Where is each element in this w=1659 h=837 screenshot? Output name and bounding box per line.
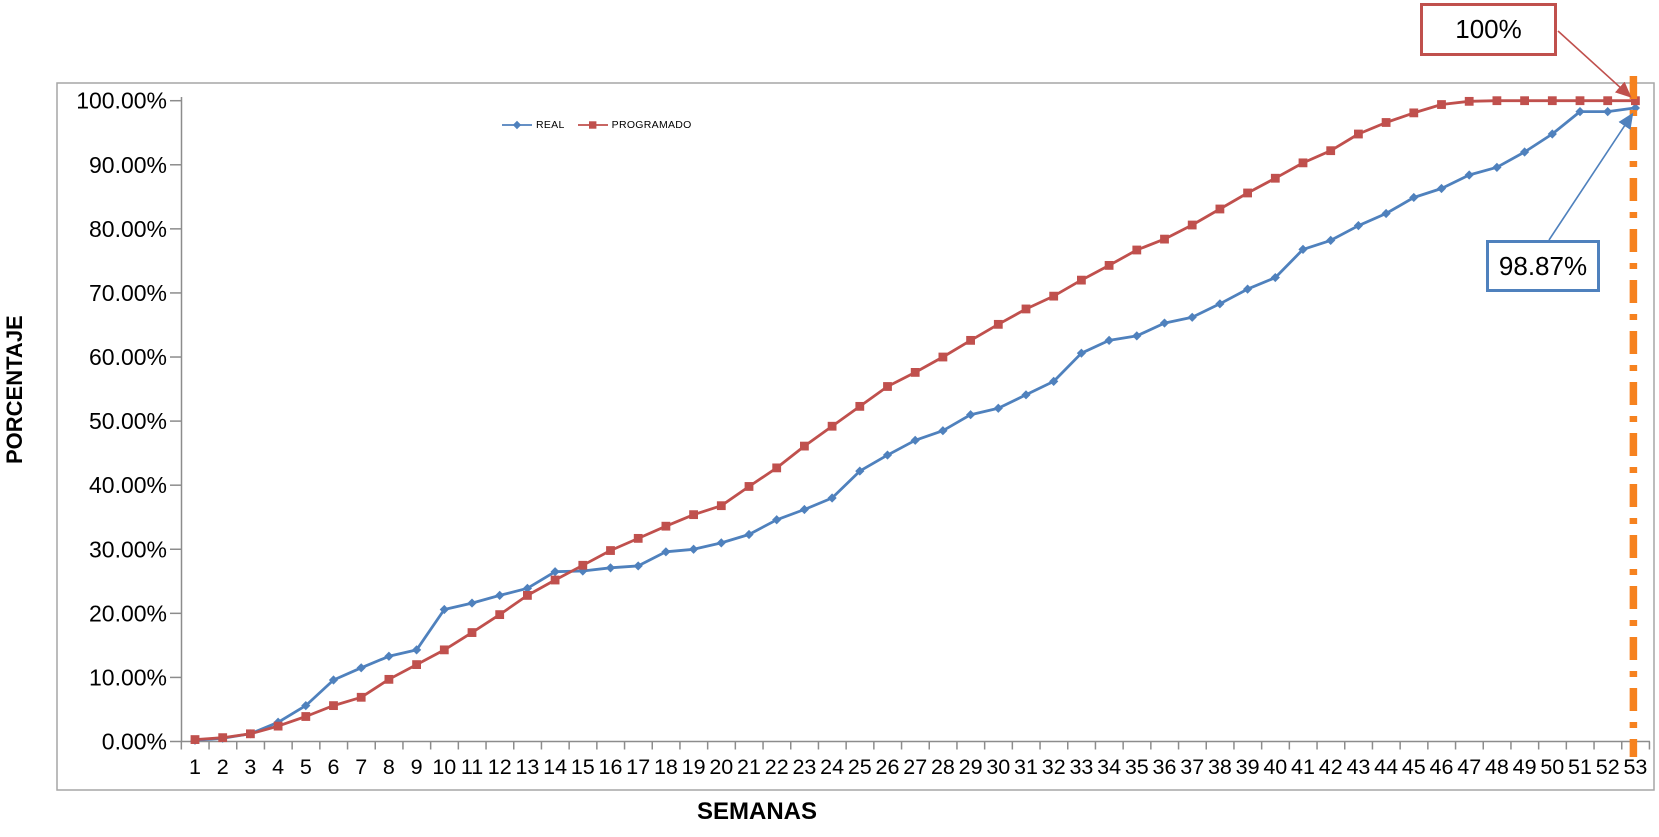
svg-text:10: 10	[432, 755, 456, 779]
svg-text:6: 6	[328, 755, 340, 779]
x-axis-title: SEMANAS	[696, 798, 817, 825]
svg-text:40: 40	[1263, 755, 1287, 779]
legend-label-programado: PROGRAMADO	[611, 119, 692, 131]
series-real-line	[194, 106, 1636, 742]
svg-text:41: 41	[1291, 755, 1315, 779]
svg-text:50: 50	[1540, 755, 1564, 779]
svg-text:2: 2	[217, 755, 229, 779]
svg-text:35: 35	[1125, 755, 1149, 779]
svg-text:43: 43	[1346, 755, 1370, 779]
legend-marker-real-icon	[502, 120, 532, 130]
svg-text:27: 27	[903, 755, 927, 779]
svg-text:90.00%: 90.00%	[89, 152, 167, 178]
svg-text:100.00%: 100.00%	[76, 88, 167, 114]
plot-area-border	[56, 82, 1655, 791]
svg-text:33: 33	[1069, 755, 1093, 779]
svg-text:48: 48	[1485, 755, 1509, 779]
svg-text:47: 47	[1457, 755, 1481, 779]
svg-text:16: 16	[599, 755, 623, 779]
annotation-real-9887-text: 98.87%	[1498, 250, 1588, 281]
svg-text:13: 13	[515, 755, 539, 779]
svg-text:34: 34	[1097, 755, 1121, 779]
svg-text:3: 3	[244, 755, 256, 779]
svg-text:52: 52	[1596, 755, 1620, 779]
svg-text:7: 7	[355, 755, 367, 779]
svg-text:31: 31	[1014, 755, 1038, 779]
svg-text:30.00%: 30.00%	[89, 536, 167, 562]
svg-text:18: 18	[654, 755, 678, 779]
svg-text:12: 12	[488, 755, 512, 779]
svg-text:19: 19	[682, 755, 706, 779]
svg-text:45: 45	[1402, 755, 1426, 779]
svg-text:5: 5	[300, 755, 312, 779]
svg-text:8: 8	[383, 755, 395, 779]
svg-text:1: 1	[189, 755, 201, 779]
svg-text:39: 39	[1236, 755, 1260, 779]
svg-text:11: 11	[461, 755, 483, 779]
svg-text:46: 46	[1430, 755, 1454, 779]
annotation-arrow-real	[1548, 112, 1634, 241]
y-axis-title: PORCENTAJE	[2, 315, 27, 465]
svg-text:60.00%: 60.00%	[89, 344, 167, 370]
svg-text:51: 51	[1568, 755, 1592, 779]
svg-text:50.00%: 50.00%	[89, 408, 167, 434]
svg-text:80.00%: 80.00%	[89, 216, 167, 242]
svg-text:20.00%: 20.00%	[89, 600, 167, 626]
svg-text:26: 26	[876, 755, 900, 779]
svg-text:20: 20	[709, 755, 733, 779]
svg-text:53: 53	[1623, 755, 1647, 779]
legend-marker-programado-icon	[577, 120, 608, 130]
svg-text:22: 22	[765, 755, 789, 779]
svg-text:42: 42	[1319, 755, 1343, 779]
svg-text:21: 21	[737, 755, 761, 779]
legend: REAL PROGRAMADO	[502, 119, 692, 131]
svg-text:10.00%: 10.00%	[89, 664, 167, 690]
annotation-programado-100: 100%	[1420, 3, 1557, 56]
svg-text:32: 32	[1042, 755, 1066, 779]
svg-text:23: 23	[792, 755, 816, 779]
annotation-arrow-programado	[1557, 30, 1632, 98]
annotation-real-9887: 98.87%	[1486, 240, 1600, 292]
svg-text:70.00%: 70.00%	[89, 280, 167, 306]
svg-text:15: 15	[571, 755, 595, 779]
svg-text:24: 24	[820, 755, 844, 779]
svg-text:40.00%: 40.00%	[89, 472, 167, 498]
svg-text:17: 17	[626, 755, 650, 779]
svg-text:38: 38	[1208, 755, 1232, 779]
svg-text:14: 14	[543, 755, 567, 779]
svg-text:0.00%: 0.00%	[102, 729, 167, 755]
svg-text:25: 25	[848, 755, 872, 779]
svg-text:49: 49	[1513, 755, 1537, 779]
legend-label-real: REAL	[536, 119, 565, 131]
svg-text:28: 28	[931, 755, 955, 779]
svg-text:37: 37	[1180, 755, 1204, 779]
svg-text:44: 44	[1374, 755, 1398, 779]
svg-text:4: 4	[272, 755, 284, 779]
svg-text:29: 29	[959, 755, 983, 779]
annotation-programado-100-text: 100%	[1455, 14, 1522, 44]
svg-text:36: 36	[1153, 755, 1177, 779]
svg-text:30: 30	[986, 755, 1010, 779]
svg-text:9: 9	[411, 755, 423, 779]
legend-item-programado: PROGRAMADO	[577, 119, 692, 131]
legend-item-real: REAL	[502, 119, 565, 131]
